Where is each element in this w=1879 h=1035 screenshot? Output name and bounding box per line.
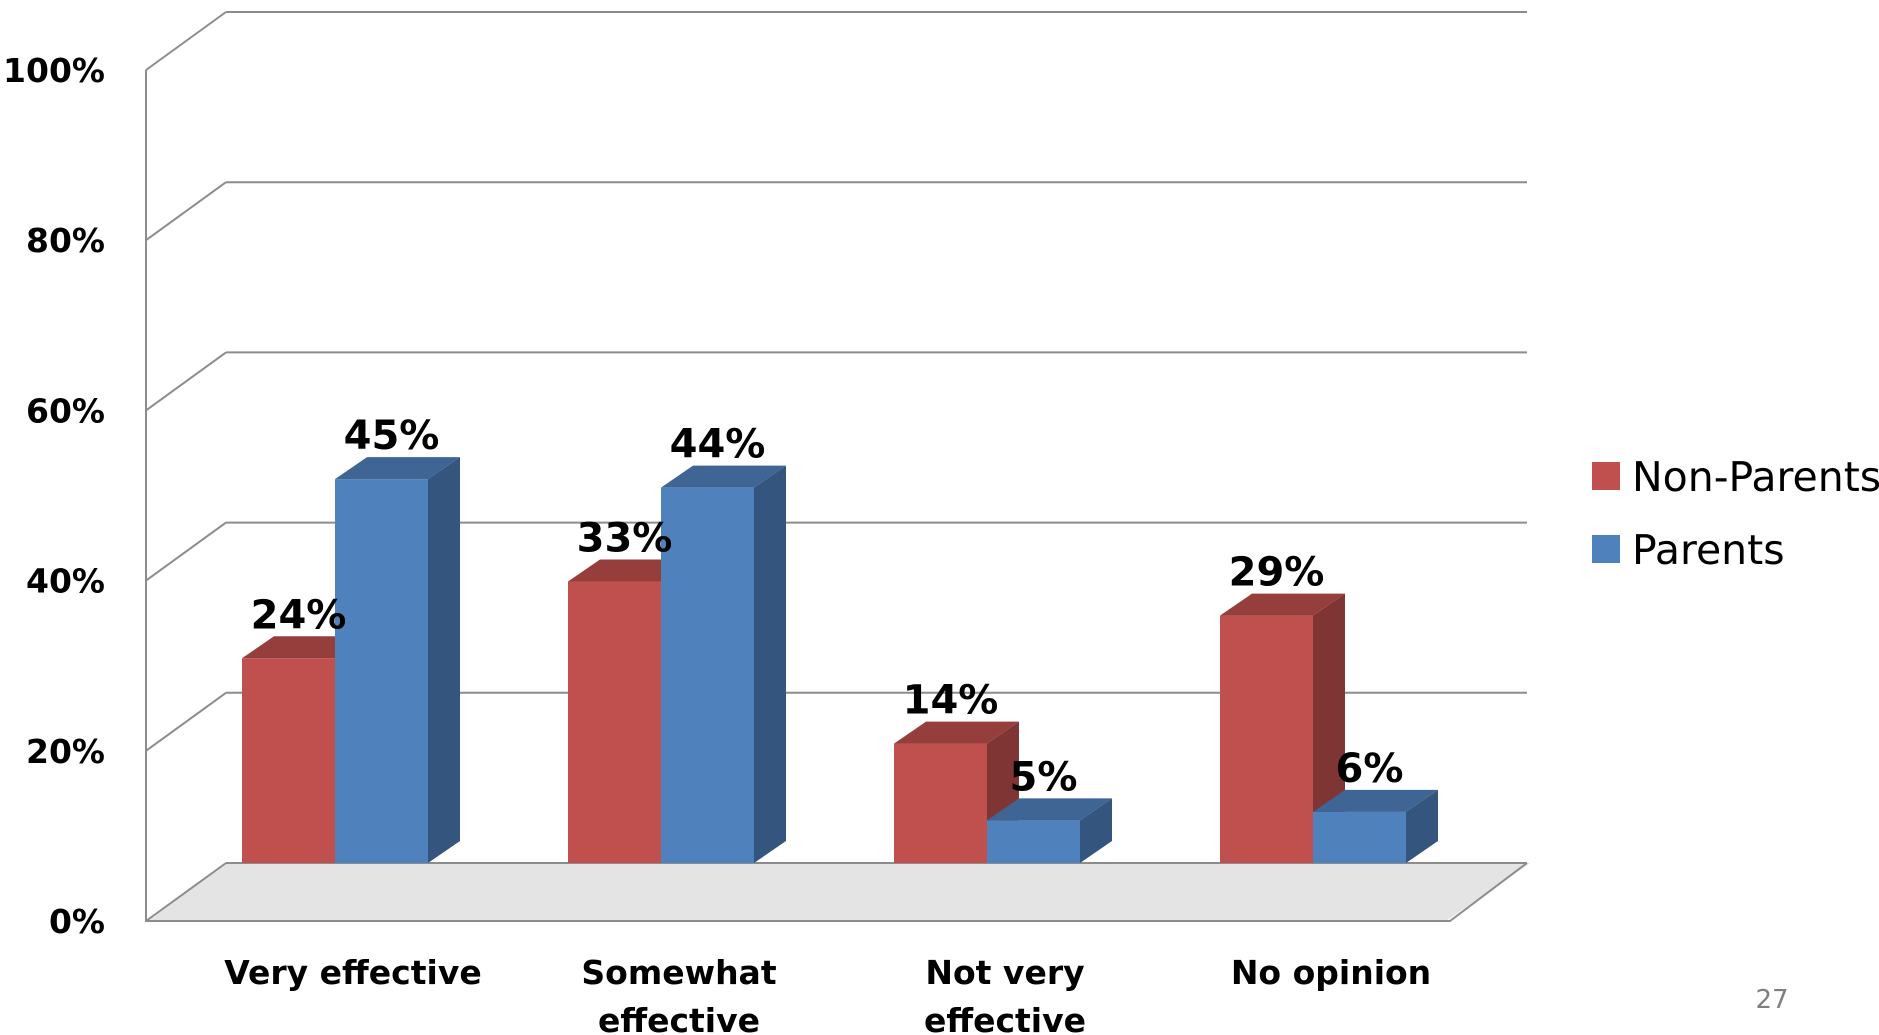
bar-top: [661, 465, 786, 488]
bar-side: [1080, 798, 1112, 863]
gridline-side: [145, 181, 227, 242]
page-number: 27: [1755, 985, 1788, 1015]
bar-parents-0: [335, 457, 460, 863]
bar-front: [661, 487, 754, 863]
legend: Non-Parents Parents: [1592, 453, 1879, 574]
gridline-side: [145, 521, 227, 582]
data-label: 5%: [1010, 754, 1078, 800]
legend-label: Parents: [1632, 526, 1785, 574]
x-tick-label: No opinion: [1231, 953, 1431, 992]
bar-parents-1: [661, 465, 786, 863]
bar-side: [428, 457, 460, 863]
x-tick-label: Very effective: [224, 953, 481, 992]
chart-floor: [148, 863, 1530, 921]
bar-side: [1406, 789, 1438, 863]
gridline-side: [145, 691, 227, 752]
bar-front: [1220, 615, 1313, 863]
data-label: 29%: [1229, 550, 1325, 596]
bar-front: [568, 581, 661, 863]
bar-parents-3: [1313, 789, 1438, 863]
y-tick-label: 60%: [26, 391, 105, 430]
y-tick-label: 20%: [26, 732, 105, 771]
y-tick-label: 100%: [3, 51, 105, 90]
data-label: 6%: [1336, 746, 1404, 792]
y-tick-label: 80%: [26, 221, 105, 260]
bar-front: [894, 743, 987, 863]
gridline-side: [145, 11, 227, 71]
bar-top: [1220, 593, 1345, 616]
bar-non-parents-3: [1220, 593, 1345, 863]
y-tick-label: 0%: [49, 902, 105, 941]
bar-top: [335, 457, 460, 480]
bar-front: [987, 820, 1080, 863]
bar-front: [1313, 811, 1406, 863]
legend-swatch: [1592, 535, 1620, 563]
gridline-side: [145, 351, 227, 412]
bar-parents-2: [987, 798, 1112, 863]
legend-label: Non-Parents: [1632, 453, 1879, 501]
data-label: 45%: [344, 413, 440, 459]
bar-top: [894, 721, 1019, 744]
bar-front: [242, 658, 335, 863]
y-axis: 0% 20% 40% 60% 80% 100%: [3, 51, 105, 941]
x-axis: Very effective Somewhat effective Not very e…: [224, 953, 1431, 1035]
y-tick-label: 40%: [26, 562, 105, 601]
data-label: 44%: [670, 422, 766, 468]
bar-front: [335, 479, 428, 863]
axis-depth-line: [145, 862, 227, 922]
x-tick-label: Somewhat effective: [581, 953, 776, 1035]
legend-swatch: [1592, 462, 1620, 490]
data-label: 24%: [251, 592, 347, 638]
bars: [242, 457, 1438, 863]
data-labels: 24% 45% 33% 44% 14%5% 29% 6%: [251, 413, 1404, 800]
grid-lines: [145, 11, 1530, 922]
data-label: 14%: [903, 678, 999, 724]
x-tick-label: Not very effective: [924, 953, 1086, 1035]
data-label: 33%: [577, 516, 673, 562]
bar-side: [754, 465, 786, 863]
axis-line: [145, 70, 1528, 922]
bar-top: [1313, 789, 1438, 812]
bar-top: [987, 798, 1112, 821]
